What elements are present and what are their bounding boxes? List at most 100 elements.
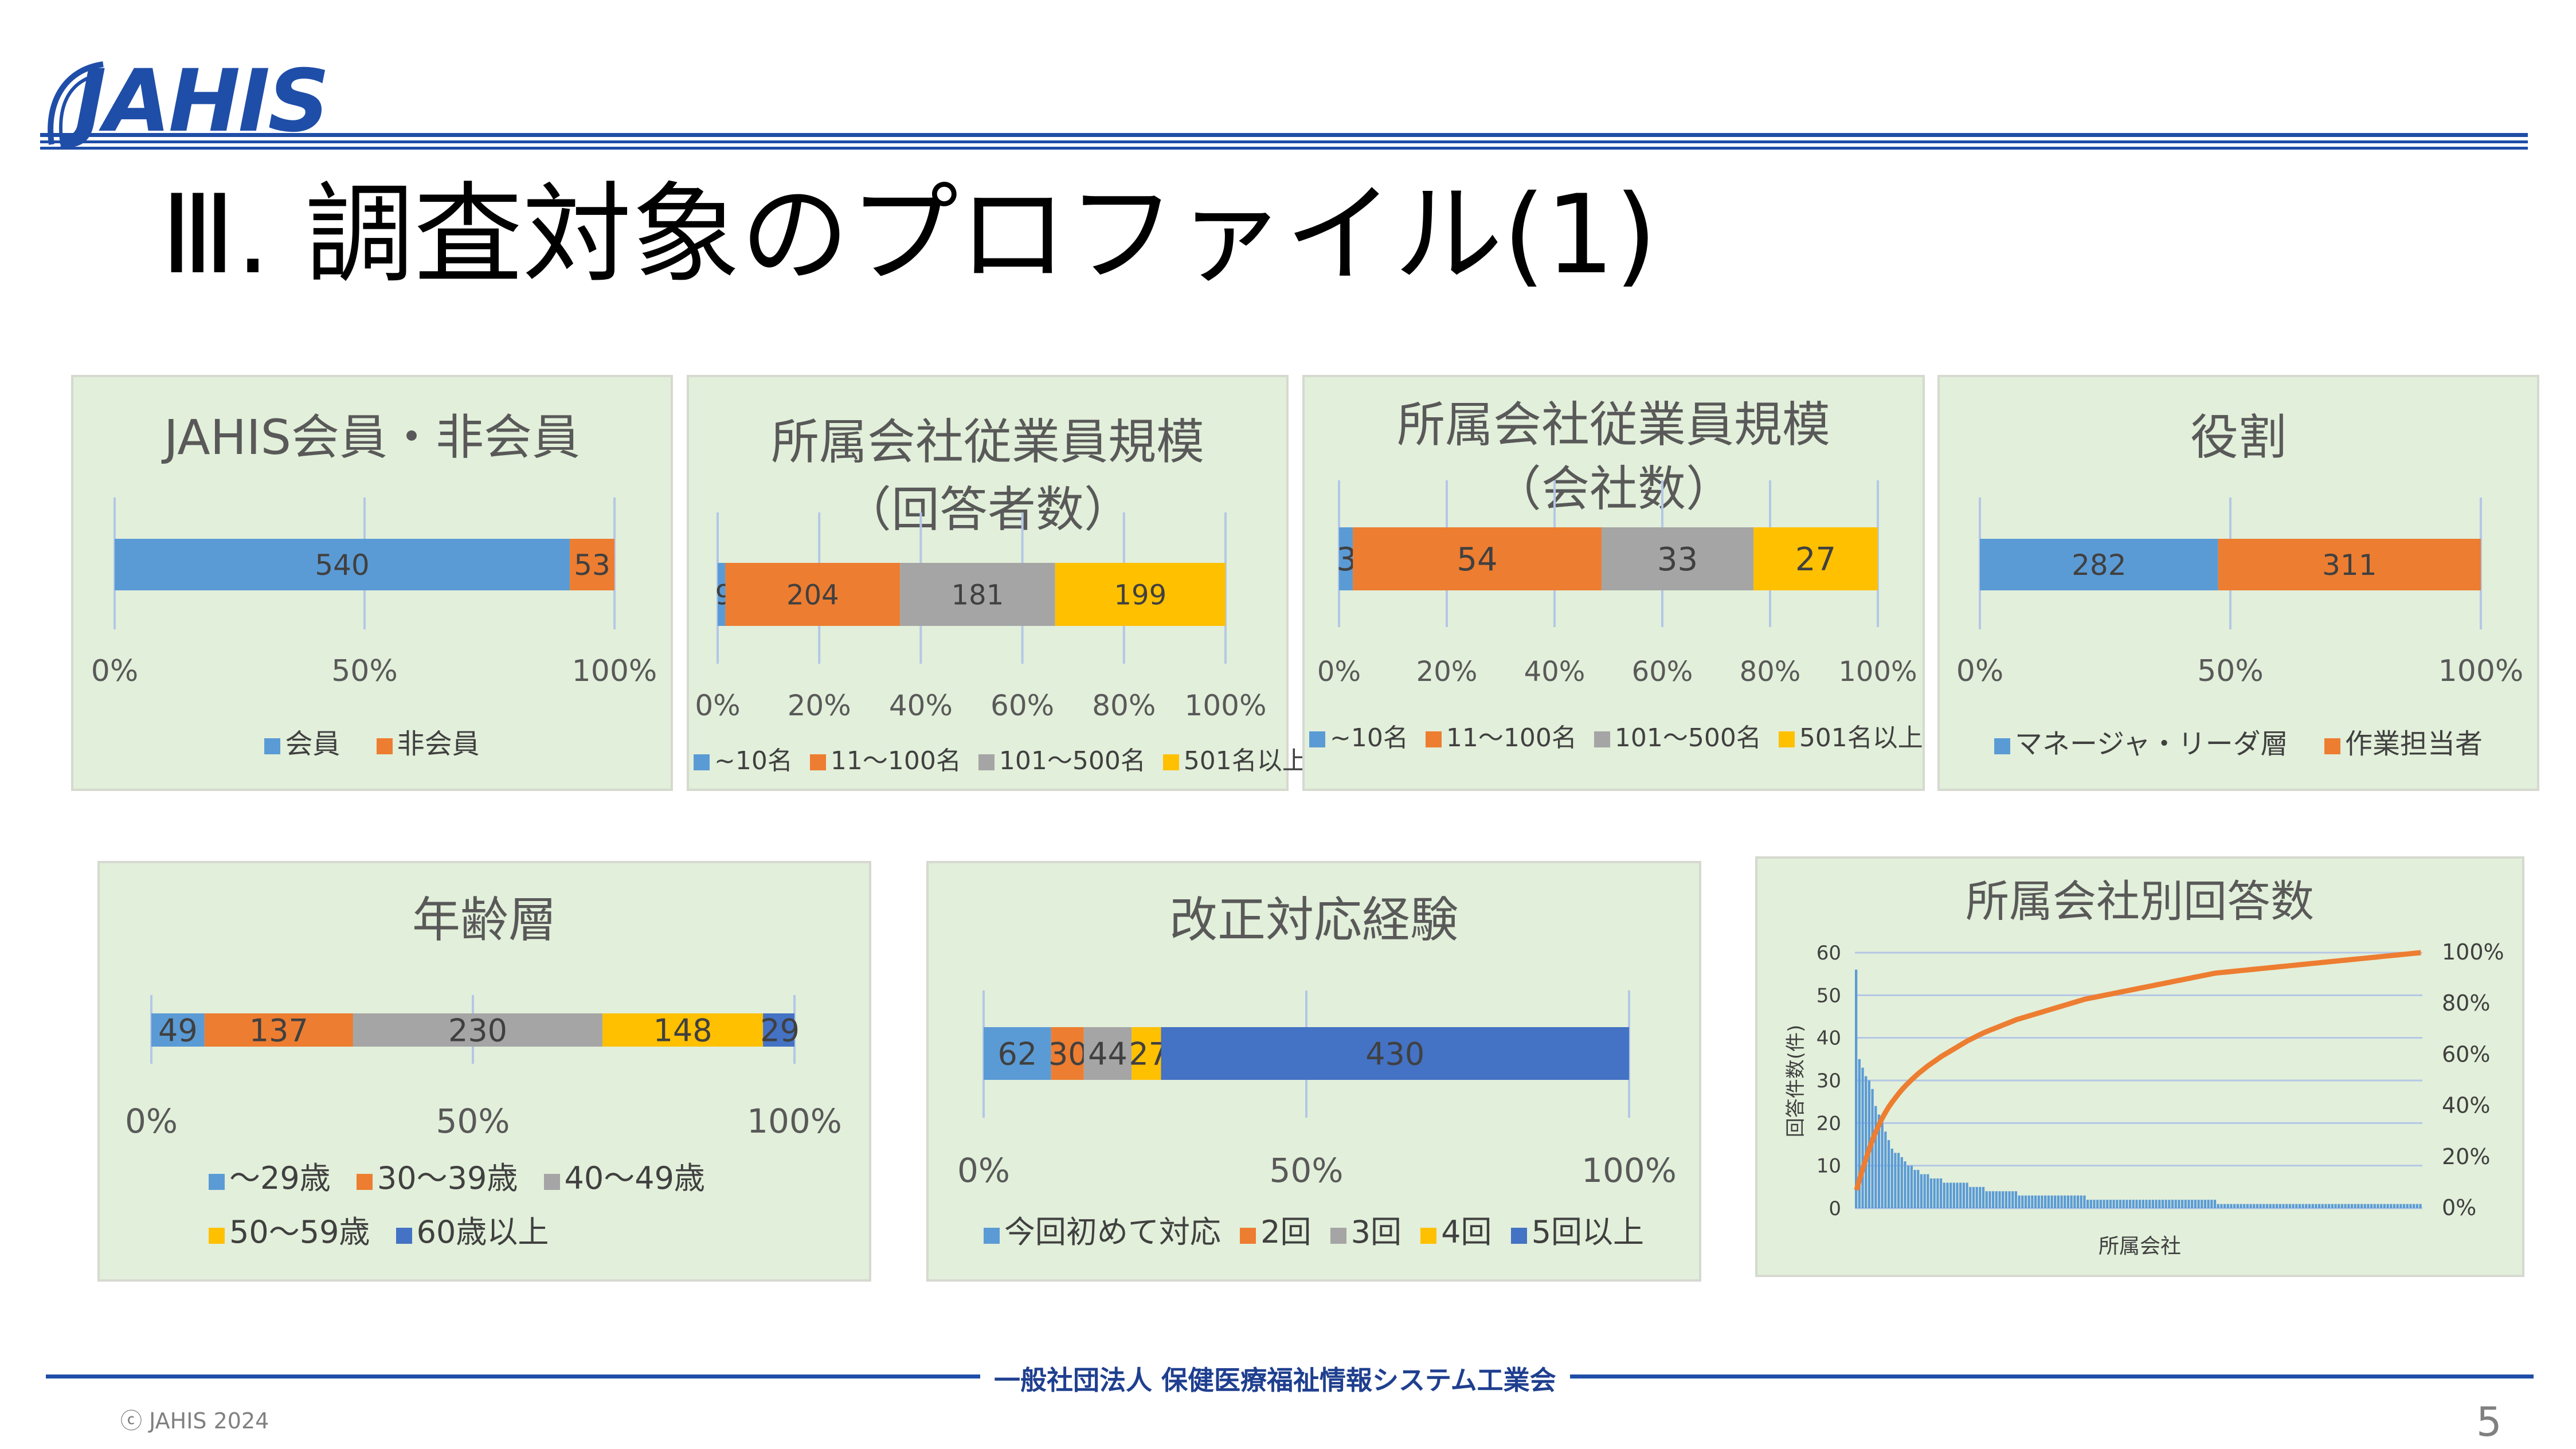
x-tick-label: 50%: [436, 1102, 510, 1141]
slide-title: Ⅲ. 調査対象のプロファイル(1): [160, 171, 1657, 298]
cumulative-line: [1854, 950, 2421, 1191]
bar: [1877, 1114, 1881, 1208]
bar: [2187, 1200, 2190, 1208]
y2-tick-label: 20%: [2442, 1144, 2490, 1169]
bar: [2265, 1204, 2269, 1208]
bar: [2145, 1200, 2148, 1208]
chart-size-resp-title-1: 所属会社従業員規模: [770, 414, 1204, 470]
bar: [2080, 1195, 2082, 1208]
legend-item: 501名以上: [1162, 746, 1307, 776]
bar: [2164, 1200, 2167, 1208]
x-tick-label: 100%: [1581, 1151, 1677, 1190]
bar: [1881, 1123, 1884, 1208]
bar: [2106, 1200, 2109, 1208]
data-label: 137: [249, 1012, 308, 1048]
x-tick-label: 100%: [1838, 656, 1917, 688]
chart-size-comp-legend: ~10名 11～100名 101～500名 501名以上: [1305, 715, 1923, 761]
bar: [2295, 1204, 2298, 1208]
legend-item: 501名以上: [1778, 723, 1923, 753]
bar: [1865, 1076, 1868, 1208]
bar: [2328, 1204, 2331, 1208]
bar: [2338, 1204, 2340, 1208]
chart-age-legend-row1: ～29歳 30～39歳 40～49歳: [100, 1156, 869, 1201]
bar: [2350, 1204, 2354, 1208]
bar: [2066, 1195, 2070, 1208]
bar: [2272, 1204, 2275, 1208]
data-label: 430: [1365, 1036, 1424, 1072]
bar: [2161, 1200, 2164, 1208]
bar: [2168, 1200, 2171, 1208]
bar: [2406, 1204, 2409, 1208]
y2-tick-label: 60%: [2442, 1041, 2490, 1067]
data-label: 33: [1657, 541, 1698, 578]
x-tick-label: 100%: [747, 1102, 842, 1141]
chart-age-plot: 0% 50% 100% 49 137 230 148 29: [125, 995, 842, 1141]
x-tick-label: 100%: [572, 654, 657, 688]
bar: [2308, 1204, 2311, 1208]
legend-item: 非会員: [376, 728, 480, 760]
bar: [2155, 1200, 2158, 1208]
bar: [2285, 1204, 2288, 1208]
bar: [2099, 1200, 2102, 1208]
bar: [2089, 1200, 2092, 1208]
legend-item: 4回: [1420, 1214, 1492, 1250]
bar: [2125, 1200, 2128, 1208]
y2-tick-label: 100%: [2442, 939, 2504, 965]
x-tick-label: 50%: [331, 654, 398, 688]
bar-segment: [1601, 527, 1754, 590]
legend-item: ~10名: [694, 746, 793, 776]
bar: [2357, 1204, 2360, 1208]
bar-segment: [1980, 539, 2218, 590]
bar: [2076, 1195, 2080, 1208]
chart-revision-plot: 0% 50% 100%62 30 44 27 430: [957, 990, 1677, 1190]
x-tick-label: 0%: [125, 1102, 178, 1141]
data-label: 27: [1795, 541, 1836, 578]
bar: [2041, 1195, 2043, 1208]
x-tick-label: 40%: [1524, 656, 1585, 688]
chart-size-comp-title-2: （会社数）: [1493, 461, 1734, 517]
bar: [1959, 1182, 1962, 1208]
x-tick-label: 0%: [957, 1151, 1010, 1190]
chart-size-comp-title-1: 所属会社従業員規模: [1396, 397, 1830, 453]
bar: [2044, 1195, 2047, 1208]
bar-segment: [2218, 539, 2481, 590]
legend-item: 11～100名: [1425, 723, 1577, 753]
y-tick-label: 30: [1816, 1070, 1841, 1092]
bar: [2201, 1200, 2203, 1208]
y-tick-label: 0: [1829, 1197, 1841, 1220]
bar: [2034, 1195, 2037, 1208]
y-tick-label: 50: [1816, 984, 1841, 1007]
bar: [2197, 1200, 2200, 1208]
copyright: ⓒ JAHIS 2024: [120, 1408, 269, 1434]
bar: [1927, 1174, 1929, 1208]
chart-revision-legend: 今回初めて対応 2回 3回 4回 5回以上: [929, 1209, 1699, 1255]
chart-revision-panel: 改正対応経験 0% 50% 100% 62 30 44 27 430 今回初めて対応 2回 3…: [926, 861, 1701, 1282]
bar: [1923, 1174, 1926, 1208]
data-label: 199: [1114, 579, 1167, 611]
bar: [1907, 1165, 1910, 1208]
bar: [2412, 1204, 2416, 1208]
data-label: 148: [653, 1012, 712, 1048]
bar: [2024, 1195, 2027, 1208]
bar: [2334, 1204, 2337, 1208]
data-label: 44: [1088, 1036, 1128, 1072]
bar: [2301, 1204, 2304, 1208]
bar: [1933, 1178, 1936, 1208]
x-tick-label: 0%: [1317, 656, 1361, 688]
bar: [2288, 1204, 2291, 1208]
bar: [1995, 1191, 1998, 1208]
bar: [2178, 1200, 2180, 1208]
bar: [2344, 1204, 2347, 1208]
bar: [1988, 1191, 1991, 1208]
bar: [2210, 1200, 2213, 1208]
bar: [2064, 1195, 2066, 1208]
bar: [2132, 1200, 2135, 1208]
legend-item: 30～39歳: [356, 1160, 518, 1196]
bar: [1943, 1182, 1945, 1208]
bar: [2203, 1200, 2207, 1208]
bar: [2050, 1195, 2053, 1208]
legend-item: 101～500名: [1594, 723, 1761, 753]
bar: [2174, 1200, 2177, 1208]
bar: [2122, 1200, 2125, 1208]
legend-item: 作業担当者: [2324, 728, 2483, 760]
